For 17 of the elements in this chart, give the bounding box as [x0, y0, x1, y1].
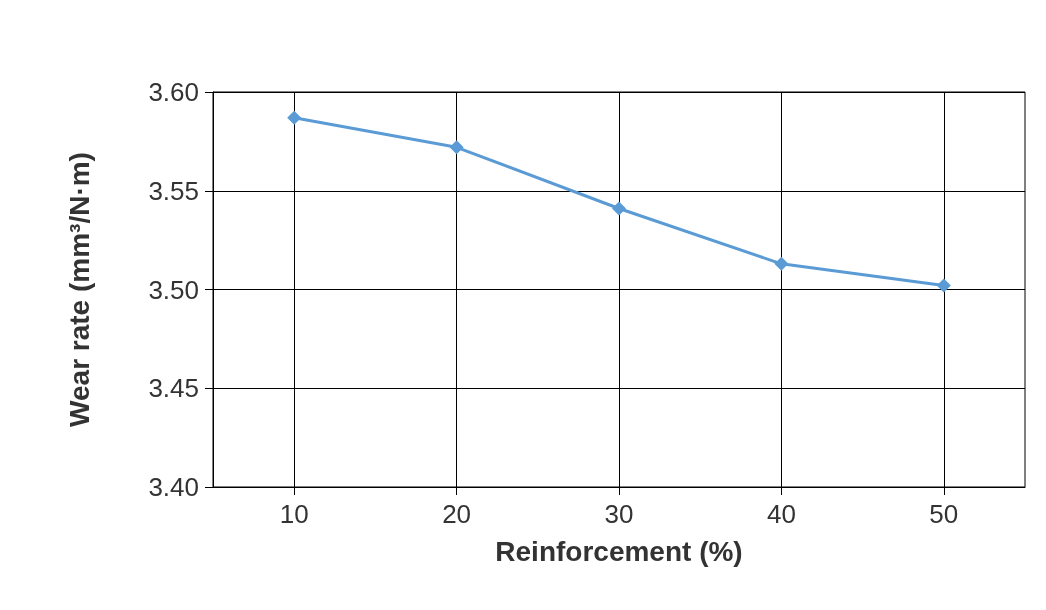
x-tick-label: 40: [766, 499, 796, 529]
x-axis-title: Reinforcement (%): [495, 535, 743, 567]
y-tick-label: 3.50: [148, 274, 199, 305]
y-tick-label: 3.60: [148, 77, 199, 107]
y-tick-label: 3.45: [148, 373, 199, 404]
point: [936, 278, 951, 293]
x-tick-label: 10: [279, 499, 309, 529]
y-tick-label: 3.40: [148, 472, 199, 502]
x-tick-label: 30: [604, 499, 634, 529]
x-tick-label: 50: [929, 499, 959, 529]
y-tick-label: 3.55: [148, 175, 199, 206]
point: [287, 110, 302, 125]
x-tick-label: 20: [442, 499, 472, 529]
y-axis-title: Wear rate (mm³/N·m): [63, 152, 95, 427]
point: [612, 201, 626, 216]
point: [774, 256, 789, 271]
point: [449, 140, 464, 155]
